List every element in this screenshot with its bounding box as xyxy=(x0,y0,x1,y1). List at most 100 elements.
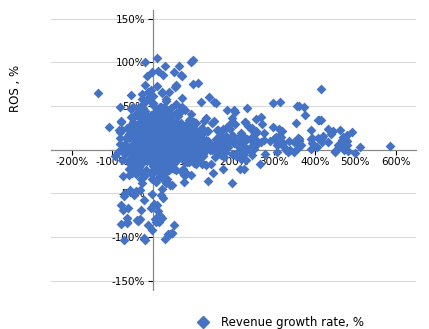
Point xyxy=(212,143,219,148)
Point xyxy=(141,120,148,125)
Point xyxy=(151,110,158,115)
Point xyxy=(132,132,139,137)
Point xyxy=(155,168,162,174)
Point xyxy=(325,127,332,132)
Point xyxy=(132,146,139,152)
Point xyxy=(253,131,260,136)
Point xyxy=(171,133,178,139)
Point xyxy=(233,154,240,159)
Point xyxy=(169,118,176,123)
Point xyxy=(141,197,148,202)
Point xyxy=(163,144,170,150)
Point xyxy=(188,155,195,160)
Point xyxy=(139,158,146,163)
Point xyxy=(131,112,138,117)
Point xyxy=(193,120,199,126)
Point xyxy=(271,136,278,141)
Point xyxy=(338,138,345,143)
Point xyxy=(243,158,250,163)
Point xyxy=(161,157,168,162)
Point xyxy=(229,133,236,139)
Point xyxy=(205,144,212,149)
Point xyxy=(155,208,162,214)
Point xyxy=(155,137,162,142)
Point xyxy=(145,137,151,142)
Point xyxy=(162,159,169,164)
Point xyxy=(152,147,159,153)
Point xyxy=(154,153,161,158)
Point xyxy=(221,154,227,159)
Point xyxy=(208,141,214,146)
Point xyxy=(152,142,159,147)
Point xyxy=(164,110,171,115)
Point xyxy=(181,129,188,135)
Point xyxy=(176,131,183,136)
Point xyxy=(196,147,203,152)
Point xyxy=(160,145,167,150)
Point xyxy=(194,137,201,142)
Point xyxy=(172,160,178,165)
Point xyxy=(151,156,158,161)
Point xyxy=(141,238,148,243)
Point xyxy=(154,115,161,121)
Point xyxy=(156,144,163,149)
Point xyxy=(180,172,187,177)
Point xyxy=(176,63,183,69)
Point xyxy=(169,139,176,145)
Point xyxy=(285,149,292,155)
Point xyxy=(190,128,196,133)
Point xyxy=(171,69,178,74)
Point xyxy=(172,134,179,139)
Point xyxy=(224,108,230,113)
Point xyxy=(178,153,185,158)
Point xyxy=(150,129,157,134)
Point xyxy=(148,138,155,143)
Point xyxy=(136,187,143,192)
Point xyxy=(132,136,139,141)
Point xyxy=(171,145,178,151)
Point xyxy=(117,142,124,147)
Point xyxy=(134,136,141,141)
Point xyxy=(175,149,182,154)
Point xyxy=(180,128,187,133)
Point xyxy=(151,110,158,115)
Point xyxy=(250,146,257,151)
Point xyxy=(149,171,156,176)
Point xyxy=(155,123,162,128)
Point xyxy=(168,231,175,236)
Point xyxy=(141,146,148,151)
Point xyxy=(119,173,126,178)
Point xyxy=(153,138,160,143)
Point xyxy=(155,141,162,147)
Point xyxy=(330,128,337,134)
Point xyxy=(181,159,188,164)
Point xyxy=(133,171,139,177)
Point xyxy=(198,137,205,142)
Point xyxy=(157,146,164,152)
Point xyxy=(144,141,151,146)
Point xyxy=(185,132,192,138)
Point xyxy=(195,131,202,137)
Point xyxy=(145,129,152,134)
Point xyxy=(157,154,164,159)
Point xyxy=(145,135,152,140)
Point xyxy=(137,151,144,156)
Point xyxy=(127,106,134,111)
Point xyxy=(160,139,167,144)
Point xyxy=(178,95,185,101)
Point xyxy=(335,145,342,150)
Point xyxy=(149,150,156,156)
Point xyxy=(151,126,158,131)
Point xyxy=(179,104,186,109)
Point xyxy=(133,188,139,193)
Point xyxy=(187,117,193,123)
Point xyxy=(219,126,226,131)
Point xyxy=(185,149,192,154)
Point xyxy=(145,137,152,142)
Point xyxy=(158,215,165,220)
Point xyxy=(157,135,164,140)
Point xyxy=(160,118,166,124)
Point xyxy=(138,122,145,127)
Point xyxy=(144,133,151,138)
Point xyxy=(136,144,142,149)
